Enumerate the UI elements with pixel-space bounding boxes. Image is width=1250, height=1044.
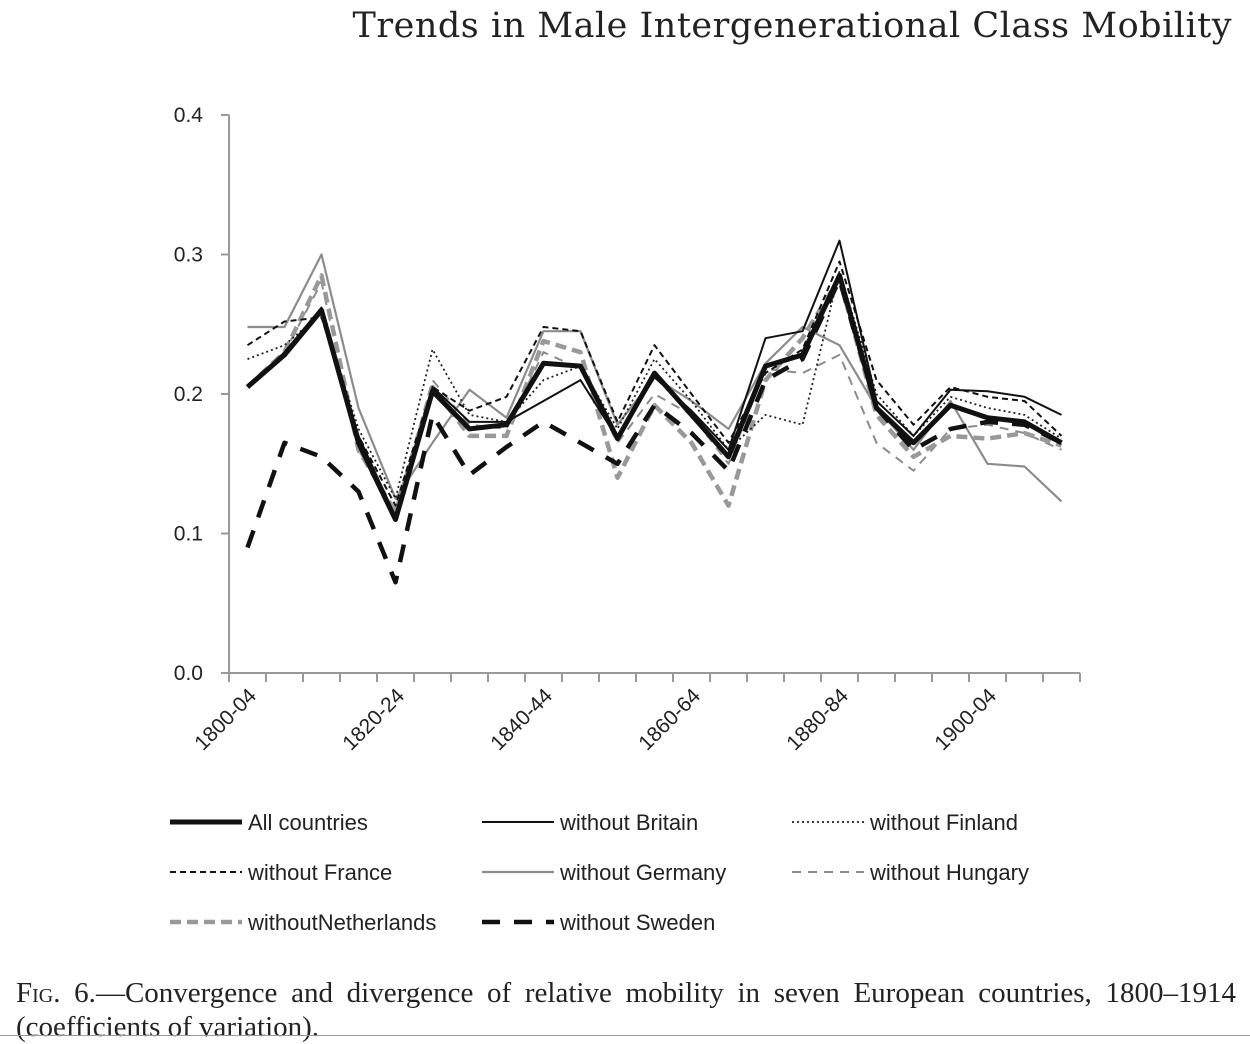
y-tick-labels: 0.0 0.1 0.2 0.3 0.4 (174, 104, 204, 685)
x-tick-label: 1820-24 (338, 684, 409, 755)
chart-axes (221, 114, 1081, 682)
legend-label: without Germany (559, 860, 726, 885)
series-line-all-countries (245, 272, 1063, 522)
figure-caption: Fig. 6.—Convergence and divergence of re… (16, 976, 1236, 1044)
y-tick-label: 0.3 (174, 244, 203, 267)
line-chart: 0.0 0.1 0.2 0.3 0.4 1800-04 1820-24 1840-44 186… (170, 104, 1081, 935)
chart-legend: All countries without Britain without Finl… (170, 810, 1029, 935)
caption-text: —Convergence and divergence of relative … (16, 977, 1237, 1043)
page-bottom-rule (0, 1035, 1250, 1036)
x-tick-label: 1900-04 (930, 684, 1001, 755)
x-tick-label: 1880-84 (782, 684, 853, 755)
legend-label: without Sweden (559, 910, 715, 935)
legend-label: All countries (248, 810, 368, 835)
legend-label: without Britain (559, 810, 698, 835)
legend-label: withoutNetherlands (247, 910, 436, 935)
legend-label: without Finland (869, 810, 1018, 835)
x-tick-label: 1800-04 (190, 684, 261, 755)
y-tick-label: 0.2 (174, 383, 203, 406)
series-line-without-sweden (245, 277, 1063, 585)
caption-lead: Fig. 6. (16, 977, 96, 1009)
series-line-without-france (246, 260, 1063, 507)
series-line-without-britain (246, 239, 1062, 518)
x-tick-label: 1840-44 (486, 684, 557, 755)
series-lines (245, 239, 1063, 585)
legend-label: without Hungary (869, 860, 1029, 885)
legend-label: without France (247, 860, 392, 885)
series-line-withoutnetherlands (245, 273, 1063, 515)
x-tick-label: 1860-64 (634, 684, 705, 755)
y-tick-label: 0.4 (174, 104, 204, 127)
series-line-without-hungary (246, 281, 1062, 514)
y-tick-label: 0.0 (174, 662, 203, 685)
running-title: Trends in Male Intergenerational Class M… (352, 6, 1232, 46)
x-tick-labels: 1800-04 1820-24 1840-44 1860-64 1880-84 1900-… (190, 684, 1001, 755)
y-tick-label: 0.1 (174, 523, 203, 546)
